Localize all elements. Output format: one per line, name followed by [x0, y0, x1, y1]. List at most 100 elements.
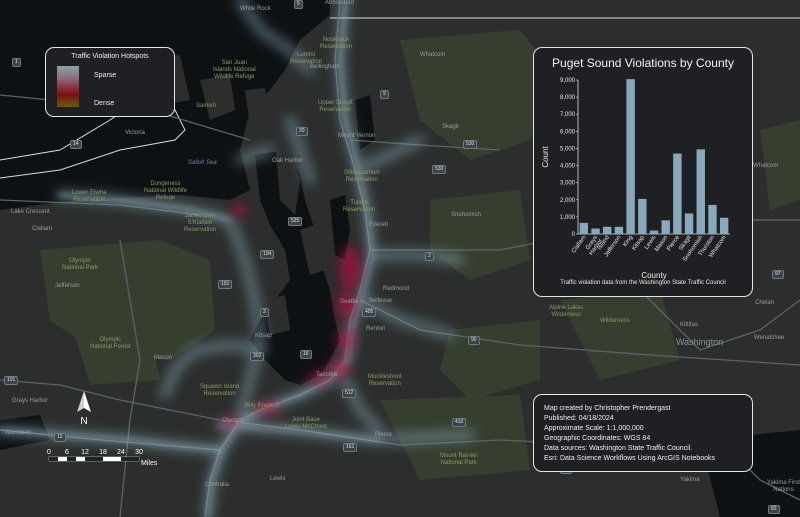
highway-shield: 5: [294, 0, 303, 9]
place-label-redmond: Redmond: [383, 286, 410, 292]
highway-shield: 101: [4, 376, 19, 385]
highway-shield: 9: [380, 90, 389, 99]
place-label-yakima-first: Yakima First Nations: [767, 480, 800, 493]
place-label-jefferson: Jefferson: [55, 283, 80, 289]
chart-y-tick-label: 2,000: [560, 198, 576, 204]
place-label-olympic-nf: Olympic National Forest: [90, 337, 131, 350]
place-label-washington: Washington: [676, 337, 724, 347]
chart-bar: [684, 213, 694, 234]
place-label-jbl: Joint Base Lewis-McChord: [285, 417, 327, 430]
scale-bar-segment: [67, 457, 76, 461]
chart-y-tick-label: 0: [572, 232, 576, 238]
place-label-bellingham: Bellingham: [310, 64, 340, 70]
scale-tick-label: 0: [47, 449, 51, 456]
highway-shield: 97: [772, 270, 784, 279]
info-esri: Esri: Data Science Workflows Using ArcGI…: [544, 455, 716, 462]
place-label-wenatchee: Wenatchee: [754, 335, 785, 341]
chart-bar: [696, 149, 705, 234]
scale-tick-label: 30: [135, 449, 143, 456]
chart-x-tick-label: King: [622, 235, 634, 248]
legend-title: Traffic Violation Hotspots: [71, 53, 149, 60]
info-published: Published: 04/18/2024: [544, 415, 614, 422]
highway-shield: 20: [296, 127, 308, 136]
place-label-pierce: Pierce: [375, 432, 393, 438]
info-sources: Data sources: Washington State Traffic C…: [544, 445, 693, 452]
place-label-grays-harbor: Grays Harbor: [12, 398, 49, 404]
place-label-victoria: Victoria: [125, 130, 145, 136]
hotspot-color-ramp: [57, 66, 79, 107]
chart-bar: [603, 226, 612, 234]
chart-bar: [708, 204, 717, 234]
scale-bar-segment: [49, 457, 58, 461]
chart-y-tick-label: 8,000: [560, 95, 576, 101]
chart-y-tick-label: 4,000: [560, 164, 576, 170]
chart-bar: [614, 226, 624, 234]
highway-shield: 1: [12, 58, 21, 67]
place-label-nooksack: Nooksack Reservation: [320, 37, 353, 50]
place-label-jamestown: Jamestown S'Klallam Reservation: [184, 213, 217, 233]
place-label-billy-frank: Billy Frank Jr.: [245, 403, 282, 409]
place-label-centralia: Centralia: [205, 482, 230, 488]
place-label-lummi: Lummi Reservation: [290, 52, 323, 65]
scale-tick-label: 6: [65, 449, 69, 456]
legend-sparse-label: Sparse: [94, 72, 117, 79]
place-label-mason: Mason: [154, 355, 173, 361]
place-label-samish: Samish: [196, 103, 217, 109]
highway-shield: 530: [463, 140, 478, 149]
highway-shield: 104: [260, 250, 275, 259]
highway-shield: 410: [452, 418, 467, 427]
place-label-kitsap: Kitsap: [255, 333, 272, 339]
violations-bar-chart: 0 1,000 2,000 3,000 4,000 5,000 6,000 7,000 8,00…: [541, 78, 730, 280]
place-label-kittitas: Kittitas: [680, 322, 699, 328]
highway-shield: 2: [425, 252, 434, 261]
chart-x-tick-label: Kitsap: [631, 234, 646, 252]
place-label-olympic-np: Olympic National Park: [62, 258, 99, 271]
chart-bar: [673, 153, 682, 234]
place-label-clallam: Clallam: [32, 226, 53, 232]
violations-chart-panel: Puget Sound Violations by County 0 1,000 2…: [533, 47, 753, 297]
scale-tick-label: 18: [99, 449, 107, 456]
info-coordinates: Geographic Coordinates: WGS 84: [544, 435, 651, 442]
map-info-panel: Map created by Christopher Prendergast P…: [533, 394, 753, 472]
north-arrow-label: N: [80, 416, 87, 426]
highway-shield: 302: [250, 352, 265, 361]
scale-tick-label: 24: [117, 449, 125, 456]
place-label-muckleshoot: Muckleshoot Reservation: [368, 374, 402, 387]
scale-unit-label: Miles: [141, 460, 158, 467]
highway-shield: 525: [288, 217, 303, 226]
place-label-squaxin: Squaxin Island Reservation: [200, 384, 240, 397]
highway-shield: 101: [218, 280, 233, 289]
place-label-upper-skagit: Upper Skagit Reservation: [318, 100, 353, 113]
chart-bar: [591, 228, 600, 234]
highway-shield: 16: [300, 350, 312, 359]
chart-bar: [719, 217, 729, 234]
place-label-stillaguamish: Stillaguamish Reservation: [344, 170, 380, 183]
north-arrow-icon: N: [77, 391, 91, 426]
place-label-snohomish: Snohomish: [451, 212, 482, 218]
place-label-lewis: Lewis: [270, 476, 286, 482]
chart-bar: [579, 222, 589, 234]
chart-title: Puget Sound Violations by County: [552, 56, 734, 70]
scale-tick-label: 12: [81, 449, 89, 456]
highway-shield: 405: [362, 308, 377, 317]
place-label-bellevue: Bellevue: [369, 298, 393, 304]
chart-y-tick-label: 6,000: [560, 129, 576, 135]
chart-y-tick-label: 1,000: [560, 215, 576, 221]
place-label-abbotsford: Abbotsford: [325, 0, 355, 6]
hotspot-dense-layer: [221, 204, 360, 427]
place-label-lake-crescent: Lake Crescent: [11, 209, 50, 215]
highway-shield: 14: [70, 140, 82, 149]
chart-y-tick-label: 3,000: [560, 181, 576, 187]
place-label-mount-rainier: Mount Rainier National Park: [440, 453, 478, 466]
info-created-by: Map created by Christopher Prendergast: [544, 405, 671, 412]
hotspot-legend: Traffic Violation Hotspots Sparse Dense: [45, 47, 175, 117]
chart-x-axis-title: County: [641, 271, 666, 280]
highway-shield: 82: [768, 505, 780, 514]
highway-shield: 530: [432, 165, 447, 174]
highway-shield: 90: [468, 336, 480, 345]
scale-tick-labels: 0 6 12 18 24 30: [47, 449, 143, 456]
highway-shield: 12: [54, 433, 66, 442]
chart-y-tick-label: 7,000: [560, 112, 576, 118]
chart-y-tick-label: 9,000: [560, 78, 576, 84]
place-label-renton: Renton: [366, 326, 386, 332]
